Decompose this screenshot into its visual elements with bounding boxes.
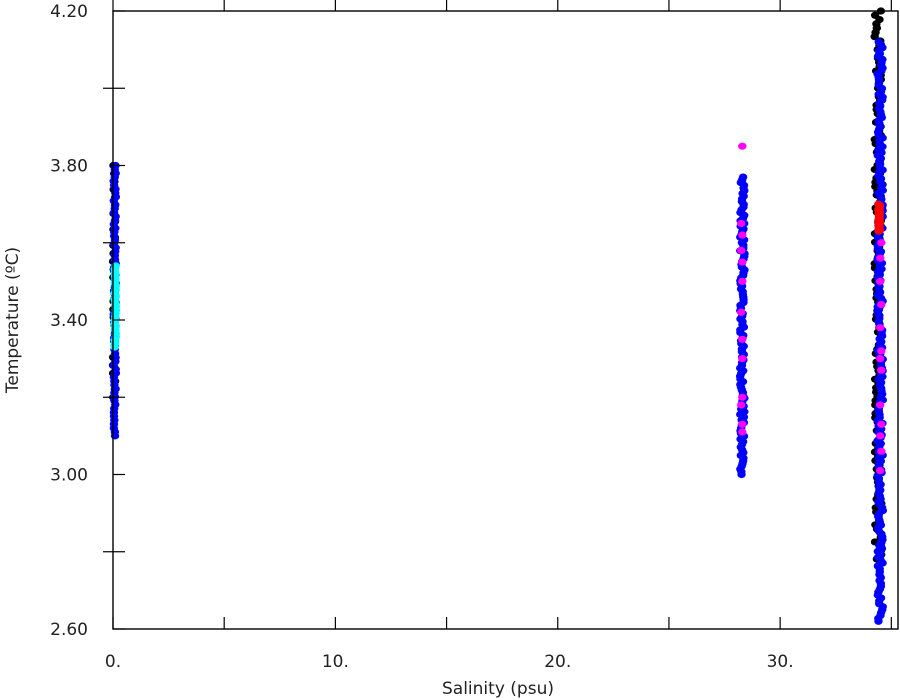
data-point [738,142,747,150]
x-axis-title: Salinity (psu) [442,679,554,699]
data-point [874,38,883,46]
y-tick-label: 4.20 [50,2,88,22]
data-point [877,420,886,428]
data-point [877,347,886,355]
data-point [870,11,880,19]
data-point [876,467,885,475]
data-points [108,7,888,625]
y-tick-label: 3.00 [50,466,88,486]
data-point [737,219,746,228]
y-tick-label: 3.80 [50,157,88,177]
y-axis-title: Temperature (ºC) [3,247,23,394]
data-point [877,366,886,374]
data-point [876,277,885,285]
data-point [737,308,746,316]
data-point [877,300,886,309]
tick-labels: 0. 10. 20. 30. 2.60 3.00 3.40 3.80 4.20 [50,2,794,672]
series-4 [874,200,885,235]
data-point [738,231,747,239]
x-tick-label: 30. [767,652,794,672]
plot-frame [112,10,899,630]
series-3 [737,142,886,475]
x-tick-label: 20. [544,652,571,672]
y-tick-label: 3.40 [50,311,88,331]
data-point [876,432,885,440]
data-point [877,447,886,455]
data-point [738,428,747,436]
series-2 [110,262,121,351]
x-tick-label: 10. [322,652,349,672]
y-tick-label: 2.60 [50,620,88,640]
series-1 [109,38,888,625]
data-point [738,420,747,428]
data-point [738,173,748,181]
data-point [737,246,746,255]
data-point [737,401,746,409]
data-point [876,324,885,332]
data-point [876,254,885,262]
data-point [738,258,747,266]
axis-ticks [103,0,892,630]
data-point [738,355,747,363]
data-point [876,401,885,409]
data-point [738,277,747,285]
x-tick-label: 0. [105,652,121,672]
series-0 [108,7,886,567]
data-point [877,239,886,247]
data-point [738,393,747,401]
data-point [874,200,883,208]
data-point [876,355,885,363]
data-point [738,335,747,343]
